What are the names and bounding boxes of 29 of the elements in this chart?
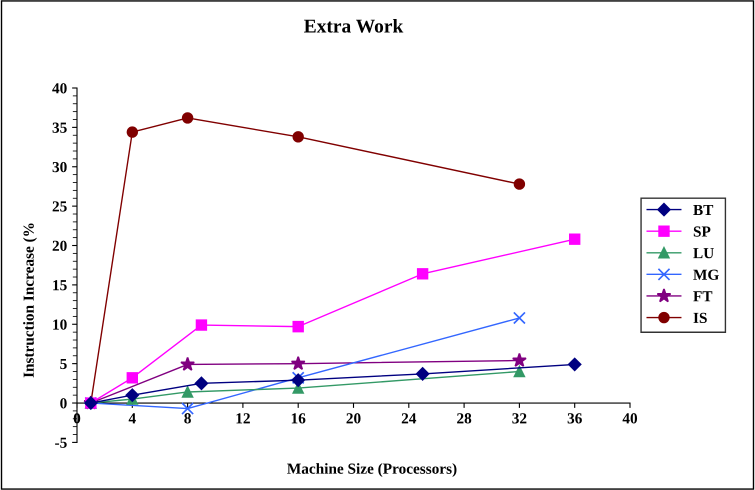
legend-label: IS (694, 312, 707, 324)
y-tick-label: 5 (60, 358, 67, 370)
x-tick-label: 12 (236, 413, 250, 424)
y-tick-label: 20 (52, 240, 67, 251)
legend-label: MG (693, 270, 719, 280)
y-tick-label: 15 (53, 280, 67, 290)
x-tick-label: 40 (622, 413, 638, 424)
legend-label: FT (693, 291, 712, 302)
y-tick-label: 25 (52, 201, 67, 212)
legend-label: LU (693, 248, 714, 258)
y-tick-label: 10 (53, 319, 67, 330)
x-axis-title: Machine Size (Processors) (287, 463, 456, 477)
y-tick-label: -5 (55, 438, 67, 448)
y-axis-title: Instruction Increase (% (23, 223, 37, 378)
chart-title: Extra Work (304, 18, 404, 33)
legend-label: BT (693, 204, 714, 215)
legend-label: SP (694, 226, 710, 237)
x-tick-label: 28 (457, 413, 472, 424)
x-tick-label: 36 (568, 413, 582, 424)
y-tick-label: 0 (60, 398, 67, 408)
x-tick-label: 20 (346, 413, 361, 424)
x-tick-label: 24 (402, 413, 416, 424)
x-tick-label: 16 (292, 413, 306, 424)
x-tick-label: 8 (184, 413, 191, 424)
x-tick-label: 4 (128, 413, 136, 424)
y-tick-label: 30 (52, 162, 67, 172)
x-tick-label: 32 (512, 413, 526, 424)
y-tick-label: 35 (52, 122, 67, 133)
y-tick-label: 40 (52, 83, 67, 94)
